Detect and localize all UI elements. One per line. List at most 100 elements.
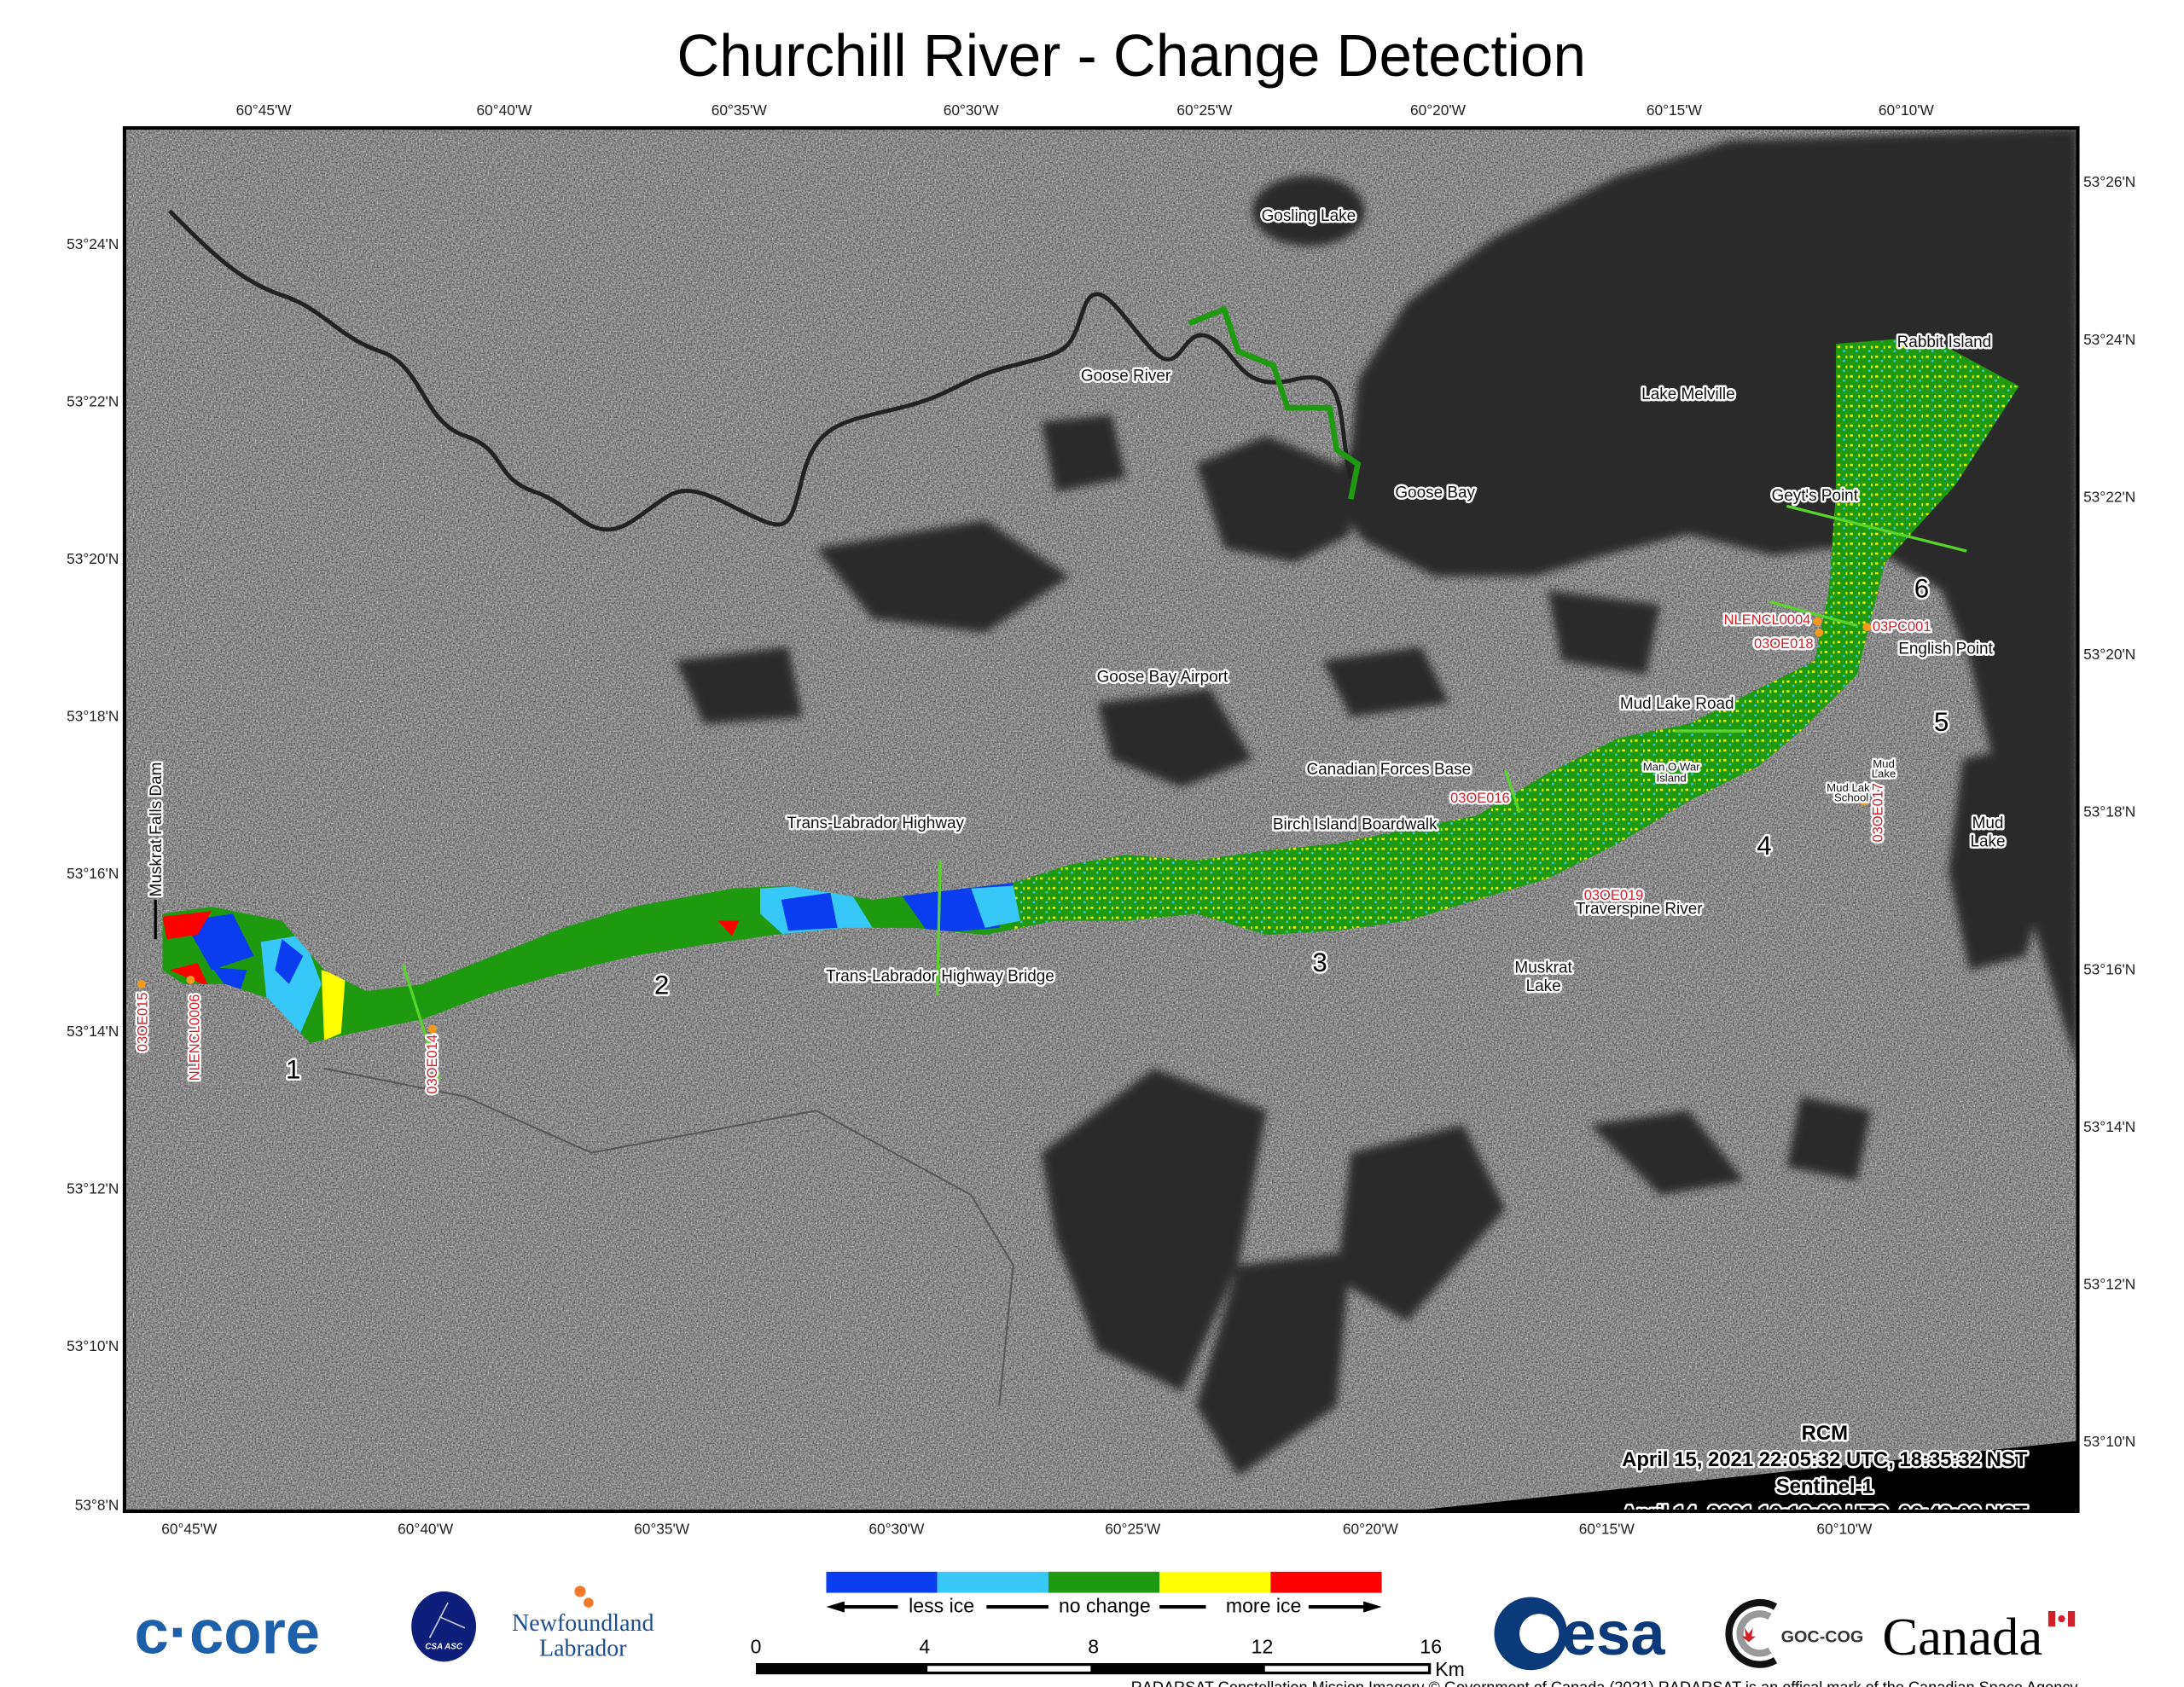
scale-tick-4: 4: [919, 1635, 930, 1657]
acquisition-info: RCM April 15, 2021 22:05:32 UTC, 18:35:3…: [1620, 1419, 2030, 1525]
left-lat-label: 53°18'N: [67, 708, 119, 725]
nl-logo-line1: Newfoundland: [512, 1610, 654, 1637]
label-man-o-war-island: Man O War Island: [1643, 760, 1700, 784]
bottom-lon-label: 60°40'W: [398, 1520, 454, 1537]
sensor-sentinel: Sentinel-1: [1776, 1475, 1873, 1499]
right-lat-label: 53°22'N: [2083, 488, 2135, 505]
label-goose-river: Goose River: [1081, 368, 1170, 386]
scale-tick-12: 12: [1252, 1635, 1274, 1657]
label-man-o-war-line2: Island: [1657, 771, 1687, 784]
label-muskrat-lake-1: Muskrat: [1514, 959, 1572, 977]
top-lon-label: 60°35'W: [712, 101, 768, 119]
label-rabbit-island: Rabbit Island: [1897, 333, 1992, 351]
label-mud-lake-road: Mud Lake Road: [1620, 695, 1734, 713]
station-03oe015: 03OE015: [135, 993, 150, 1052]
label-mud-lake-small-1: Mud: [1873, 757, 1895, 770]
left-lat-label: 53°12'N: [67, 1180, 119, 1197]
zone-3: 3: [1312, 948, 1327, 977]
left-lat-label: 53°16'N: [67, 865, 119, 882]
label-mud-lake-school-1: Mud Lake: [1827, 781, 1876, 794]
bottom-lon-label: 60°30'W: [868, 1520, 925, 1537]
label-trans-labrador-highway: Trans-Labrador Highway: [787, 815, 964, 832]
goose-river-change: [1188, 305, 1362, 500]
right-lat-label: 53°12'N: [2083, 1276, 2135, 1293]
scale-tick-0: 0: [751, 1635, 762, 1657]
legend-no-change: no change: [1059, 1595, 1151, 1617]
date-sentinel: April 14, 2021 10:13:02 UTC, 06:43:02 NS…: [1622, 1502, 2028, 1525]
graticule-labels: 60°45'W 60°40'W 60°35'W 60°30'W 60°25'W …: [67, 101, 2135, 1537]
date-rcm: April 15, 2021 22:05:32 UTC, 18:35:32 NS…: [1622, 1448, 2028, 1471]
canada-wordmark: Canada: [1882, 1607, 2076, 1667]
legend-less-ice: less ice: [909, 1595, 974, 1617]
label-mud-lake-1: Mud: [1972, 815, 2004, 832]
transect-lines: [401, 504, 1967, 1081]
ccore-logo: c·core: [134, 1597, 320, 1667]
no-data-area: [1407, 1441, 2078, 1511]
zone-2: 2: [654, 970, 669, 1000]
zone-4: 4: [1757, 831, 1771, 861]
arrow-left-icon: [826, 1601, 845, 1613]
change-legend: less ice no change more ice: [826, 1571, 1382, 1617]
legend-swatch-less-ice-strong: [826, 1571, 938, 1593]
scale-unit: Km: [1435, 1658, 1465, 1680]
label-english-point: English Point: [1898, 640, 1993, 658]
bottom-lon-label: 60°20'W: [1343, 1520, 1399, 1537]
station-03oe019: 03OE019: [1584, 888, 1644, 903]
top-lon-label: 60°40'W: [476, 101, 532, 119]
station-03oe014: 03OE014: [425, 1035, 440, 1094]
top-lon-label: 60°25'W: [1176, 101, 1233, 119]
station-03oe017: 03OE017: [1870, 783, 1885, 843]
label-gosling-lake: Gosling Lake: [1262, 207, 1356, 225]
top-lon-label: 60°45'W: [236, 101, 293, 119]
right-lat-label: 53°10'N: [2083, 1433, 2135, 1450]
legend-more-ice: more ice: [1226, 1595, 1301, 1617]
top-lon-label: 60°20'W: [1410, 101, 1467, 119]
zone-1: 1: [286, 1054, 300, 1084]
top-lon-label: 60°10'W: [1879, 101, 1935, 119]
road: [323, 1067, 1014, 1406]
left-lat-label: 53°24'N: [67, 235, 119, 252]
goc-cog-logo: GOC-COG: [1725, 1598, 1864, 1668]
lake-melville-fan-edge: [1835, 336, 2019, 388]
right-lat-label: 53°20'N: [2083, 646, 2135, 663]
label-muskrat-falls-dam: Muskrat Falls Dam: [148, 762, 166, 897]
label-mud-lake-small: Mud Lake: [1872, 757, 1896, 780]
label-mud-lake-school-2: School: [1834, 791, 1868, 804]
left-lat-label: 53°8'N: [75, 1496, 119, 1513]
top-lon-label: 60°15'W: [1647, 101, 1703, 119]
credits: RADARSAT Constellation Mission Imagery ©…: [1131, 1679, 2079, 1687]
goose-river: [167, 209, 1353, 532]
right-lat-label: 53°26'N: [2083, 173, 2135, 190]
legend-swatch-more-ice-strong: [1270, 1571, 1382, 1593]
right-lat-label: 53°14'N: [2083, 1118, 2135, 1135]
label-man-o-war-line1: Man O War: [1643, 760, 1700, 773]
csa-logo: CSA ASC: [411, 1591, 477, 1662]
scale-tick-16: 16: [1420, 1635, 1442, 1657]
arrow-right-icon: [1363, 1601, 1382, 1613]
station-03oe016: 03OE016: [1450, 791, 1510, 806]
bottom-lon-label: 60°45'W: [161, 1520, 218, 1537]
label-mud-lake: Mud Lake: [1970, 815, 2005, 850]
bottom-lon-label: 60°35'W: [634, 1520, 690, 1537]
right-lat-label: 53°24'N: [2083, 331, 2135, 348]
station-nlencl0004: NLENCL0004: [1724, 612, 1811, 628]
map-title: Churchill River - Change Detection: [677, 22, 1586, 89]
left-lat-label: 53°14'N: [67, 1023, 119, 1040]
zone-5: 5: [1934, 707, 1949, 737]
label-lake-melville: Lake Melville: [1641, 386, 1734, 403]
legend-swatch-more-ice: [1159, 1571, 1271, 1593]
csa-logo-text: CSA ASC: [425, 1642, 463, 1651]
label-muskrat-lake-2: Lake: [1526, 977, 1561, 995]
label-goose-bay: Goose Bay: [1395, 484, 1475, 502]
label-mud-lake-small-2: Lake: [1872, 768, 1896, 780]
map-frame: [122, 125, 2080, 1514]
zone-6: 6: [1914, 574, 1929, 604]
bottom-lon-label: 60°15'W: [1579, 1520, 1635, 1537]
esa-logo: esa: [1494, 1597, 1665, 1671]
label-muskrat-lake: Muskrat Lake: [1514, 959, 1572, 995]
legend-swatch-no-change: [1048, 1571, 1160, 1593]
label-mud-lake-school: Mud Lake School: [1827, 781, 1876, 804]
goc-cog-text: GOC-COG: [1781, 1627, 1864, 1646]
bottom-lon-label: 60°25'W: [1105, 1520, 1161, 1537]
